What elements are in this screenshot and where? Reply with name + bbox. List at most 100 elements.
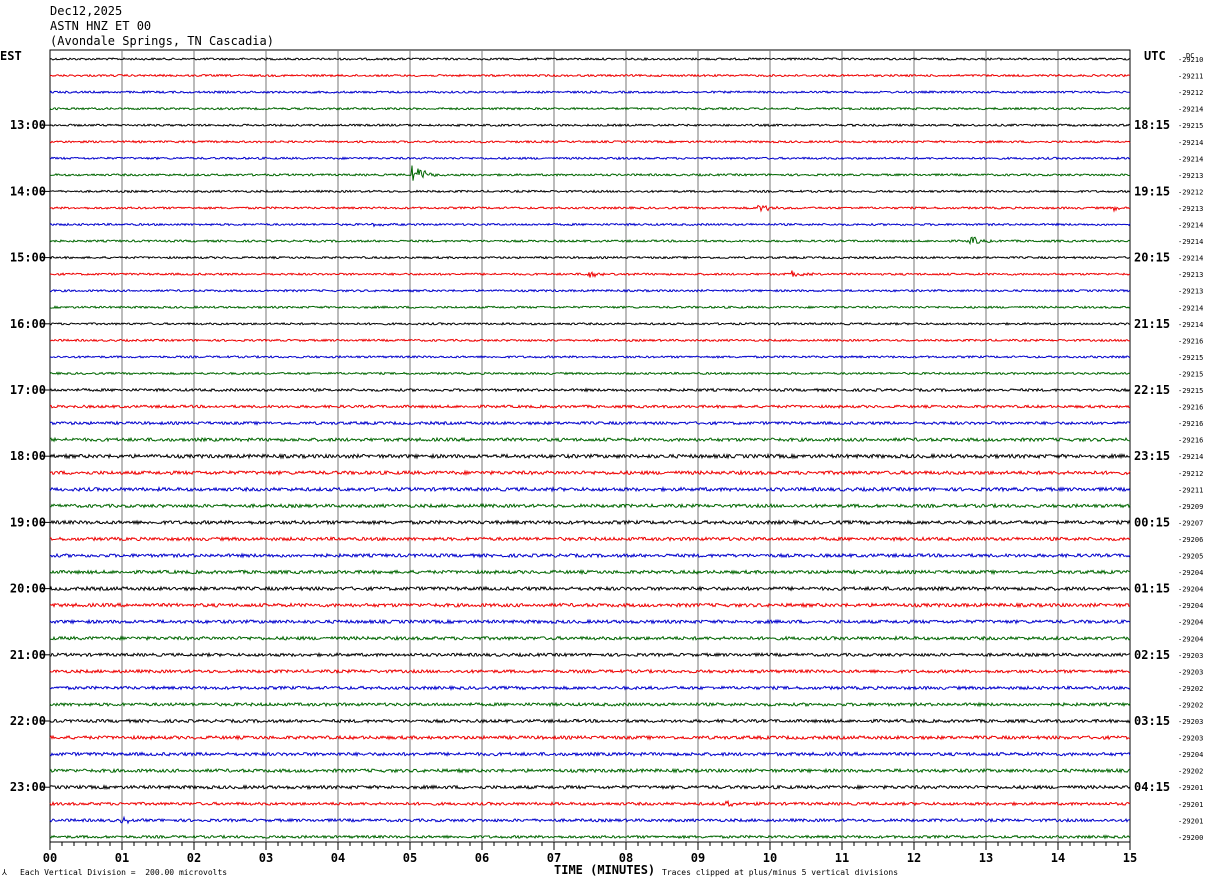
left-hour-label: 13:00 — [10, 118, 46, 132]
right-hour-label: 04:15 — [1134, 780, 1170, 794]
dc-offset-label: -29214 — [1178, 139, 1203, 147]
right-hour-label: 22:15 — [1134, 383, 1170, 397]
dc-offset-label: -29212 — [1178, 470, 1203, 478]
dc-offset-label: -29216 — [1178, 404, 1203, 412]
trace-line — [49, 90, 1131, 95]
right-timezone-label: UTC — [1144, 49, 1166, 63]
dc-offset-label: -29213 — [1178, 271, 1203, 279]
trace-line — [49, 469, 1131, 476]
dc-offset-label: -29204 — [1178, 586, 1203, 594]
dc-offset-label: -29204 — [1178, 751, 1203, 759]
dc-offset-label: -29213 — [1178, 288, 1203, 296]
right-hour-label: 00:15 — [1134, 515, 1170, 529]
dc-offset-label: -29215 — [1178, 387, 1203, 395]
trace-line — [49, 321, 1131, 326]
dc-offset-label: -29202 — [1178, 768, 1203, 776]
x-tick-label: 12 — [907, 851, 921, 865]
trace-line — [49, 668, 1131, 675]
right-hour-label: 18:15 — [1134, 118, 1170, 132]
left-hour-label: 17:00 — [10, 383, 46, 397]
trace-line — [49, 288, 1131, 293]
trace-line — [49, 585, 1131, 592]
x-tick-label: 10 — [763, 851, 777, 865]
trace-line — [49, 236, 1131, 246]
trace-line — [49, 651, 1131, 658]
scale-note: Each Vertical Division = 200.00 microvol… — [20, 868, 228, 877]
left-hour-label: 19:00 — [10, 515, 46, 529]
trace-line — [49, 56, 1131, 61]
location-label: (Avondale Springs, TN Cascadia) — [50, 34, 274, 48]
trace-line — [49, 535, 1131, 542]
x-tick-label: 07 — [547, 851, 561, 865]
clip-note: Traces clipped at plus/minus 5 vertical … — [662, 868, 899, 877]
scale-icon: ⅄ — [2, 868, 7, 877]
right-hour-label: 23:15 — [1134, 449, 1170, 463]
dc-offset-label: -29214 — [1178, 155, 1203, 163]
trace-line — [49, 767, 1131, 774]
dc-offset-label: -29216 — [1178, 420, 1203, 428]
trace-line — [49, 420, 1131, 426]
left-hour-label: 15:00 — [10, 251, 46, 265]
trace-line — [49, 204, 1131, 213]
dc-offset-label: -29205 — [1178, 553, 1203, 561]
trace-line — [49, 139, 1131, 144]
dc-offset-label: -29214 — [1178, 304, 1203, 312]
trace-line — [49, 701, 1131, 708]
dc-offset-label: -29214 — [1178, 106, 1203, 114]
dc-header-label: DC — [1186, 52, 1194, 60]
grid — [40, 49, 1131, 850]
dc-offset-label: -29211 — [1178, 73, 1203, 81]
trace-line — [49, 338, 1131, 343]
trace-line — [49, 815, 1131, 825]
x-tick-label: 03 — [259, 851, 273, 865]
x-tick-label: 08 — [619, 851, 633, 865]
left-hour-label: 14:00 — [10, 184, 46, 198]
dc-offset-label: -29204 — [1178, 619, 1203, 627]
dc-offset-label: -29203 — [1178, 668, 1203, 676]
trace-line — [49, 602, 1131, 609]
trace-line — [49, 387, 1131, 393]
trace-line — [49, 552, 1131, 559]
right-hour-label: 19:15 — [1134, 184, 1170, 198]
dc-offset-label: -29204 — [1178, 602, 1203, 610]
x-tick-label: 09 — [691, 851, 705, 865]
trace-line — [49, 502, 1131, 509]
dc-offset-label: -29216 — [1178, 437, 1203, 445]
trace-line — [49, 165, 1131, 181]
dc-offset-label: -29214 — [1178, 222, 1203, 230]
date-label: Dec12,2025 — [50, 4, 123, 18]
x-tick-label: 06 — [475, 851, 489, 865]
right-hour-label: 20:15 — [1134, 251, 1170, 265]
left-hour-label: 20:00 — [10, 582, 46, 596]
x-tick-label: 14 — [1051, 851, 1065, 865]
dc-offset-label: -29213 — [1178, 205, 1203, 213]
trace-line — [49, 751, 1131, 758]
dc-offset-label: -29203 — [1178, 652, 1203, 660]
trace-line — [49, 519, 1131, 526]
trace-line — [49, 568, 1131, 576]
dc-offset-label: -29215 — [1178, 122, 1203, 130]
x-tick-label: 00 — [43, 851, 57, 865]
trace-line — [49, 404, 1131, 410]
dc-offset-label: -29206 — [1178, 536, 1203, 544]
trace-line — [49, 305, 1131, 310]
dc-offset-label: -29212 — [1178, 188, 1203, 196]
right-hour-label: 03:15 — [1134, 714, 1170, 728]
dc-offset-label: -29216 — [1178, 337, 1203, 345]
dc-offset-label: -29204 — [1178, 569, 1203, 577]
dc-offset-label: -29203 — [1178, 718, 1203, 726]
right-hour-label: 21:15 — [1134, 317, 1170, 331]
trace-line — [49, 834, 1131, 840]
left-timezone-label: EST — [0, 49, 22, 63]
x-tick-label: 05 — [403, 851, 417, 865]
dc-offset-label: -29200 — [1178, 834, 1203, 842]
dc-offset-label: -29203 — [1178, 735, 1203, 743]
dc-offset-label: -29214 — [1178, 238, 1203, 246]
trace-line — [49, 684, 1131, 691]
x-tick-label: 02 — [187, 851, 201, 865]
right-hour-label: 01:15 — [1134, 582, 1170, 596]
trace-line — [49, 106, 1131, 111]
x-tick-label: 01 — [115, 851, 129, 865]
dc-offset-label: -29201 — [1178, 801, 1203, 809]
